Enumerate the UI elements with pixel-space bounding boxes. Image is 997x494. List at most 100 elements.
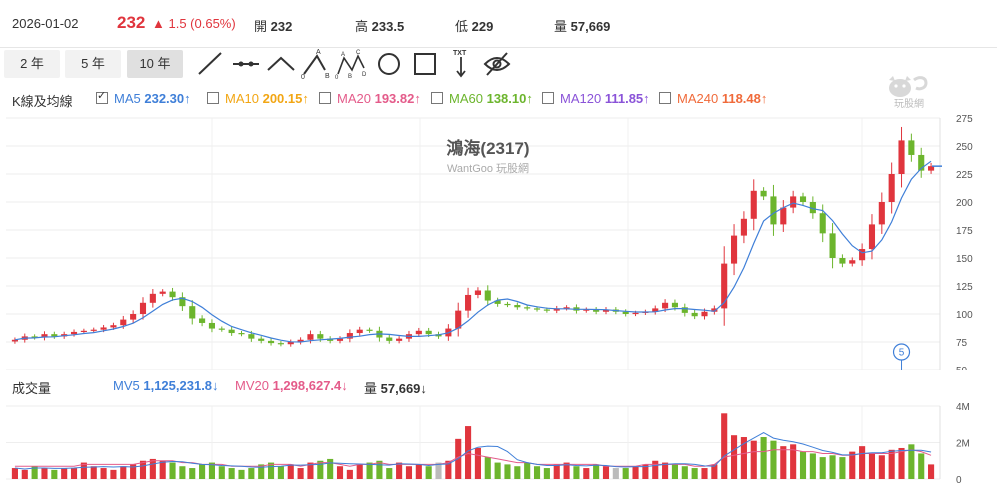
ma240-toggle[interactable]: MA240 118.48↑ — [659, 91, 767, 106]
quote-low: 低 229 — [455, 16, 493, 35]
price-tick-label: 125 — [956, 282, 973, 293]
range-10y-button[interactable]: 10 年 — [127, 50, 183, 78]
volume-bar — [11, 468, 18, 479]
range-5y-button[interactable]: 5 年 — [65, 50, 121, 78]
candle-body — [396, 338, 403, 341]
circle-tool-icon[interactable] — [372, 48, 406, 80]
candle-body — [218, 328, 225, 330]
ma10-checkbox[interactable] — [207, 92, 219, 104]
volume-bar — [652, 460, 659, 479]
price-chart[interactable]: 鴻海(2317) WantGoo 玩股網 50 75 100 125 150 175 200… — [0, 112, 997, 377]
candle-body — [543, 309, 550, 311]
candle-body — [524, 307, 531, 309]
ma20-checkbox[interactable] — [319, 92, 331, 104]
open-value: 232 — [270, 19, 293, 34]
logo-text: 玩股網 — [894, 97, 924, 110]
ma60-checkbox[interactable] — [431, 92, 443, 104]
ma5-checkbox[interactable] — [96, 89, 108, 104]
volume-bar — [750, 440, 757, 479]
volume-bar — [110, 469, 117, 479]
volume-tick-label: 4M — [956, 402, 970, 413]
candle-body — [681, 307, 688, 313]
volume-bar — [267, 462, 275, 479]
low-value: 229 — [471, 19, 494, 34]
volume-bar — [90, 466, 97, 479]
volume-bar — [730, 435, 738, 479]
candle-body — [553, 308, 560, 311]
volume-bar — [51, 469, 58, 479]
volume-bar — [238, 469, 245, 479]
ma10-toggle[interactable]: MA10 200.15↑ — [207, 91, 309, 106]
candle-body — [760, 190, 767, 197]
volume-bar — [859, 446, 866, 479]
candle-body — [918, 154, 925, 171]
svg-text:D: D — [362, 72, 367, 78]
volume-bar — [218, 466, 225, 479]
ma5-toggle[interactable]: MA5 232.30↑ — [96, 89, 191, 106]
candle-body — [425, 330, 432, 335]
ma-legend: K線及均線 MA5 232.30↑ MA10 200.15↑ MA20 193.… — [0, 88, 997, 110]
candle-body — [465, 294, 472, 311]
candle-body — [120, 319, 127, 326]
volume-bar — [494, 462, 501, 479]
candle-body — [622, 311, 629, 314]
range-2y-button[interactable]: 2 年 — [4, 50, 60, 78]
ma120-value: 111.85 — [604, 91, 644, 106]
volume-bar — [287, 464, 294, 479]
volume-bar — [159, 460, 166, 479]
ray-tool-icon[interactable] — [229, 48, 263, 80]
ma20-toggle[interactable]: MA20 193.82↑ — [319, 91, 421, 106]
ma120-checkbox[interactable] — [542, 92, 554, 104]
volume-tick-label: 0 — [956, 475, 962, 486]
chart-title: 鴻海(2317) — [446, 138, 529, 158]
low-label: 低 — [455, 19, 469, 34]
candle-body — [159, 291, 166, 294]
candle-body — [928, 166, 935, 171]
abcd-pattern-icon[interactable]: 0 A B — [299, 48, 333, 81]
candle-body — [130, 314, 137, 320]
candle-body — [41, 334, 48, 338]
candle-body — [267, 340, 275, 344]
candle-body — [514, 305, 521, 308]
ma120-toggle[interactable]: MA120 111.85↑ — [542, 91, 650, 106]
candle-body — [898, 140, 905, 174]
volume-bar — [514, 466, 521, 479]
high-label: 高 — [355, 19, 369, 34]
volume-chart[interactable]: 0 2M 4M — [0, 398, 997, 489]
hide-drawings-icon[interactable] — [480, 48, 514, 80]
candle-body — [258, 338, 265, 341]
candle-body — [849, 260, 856, 264]
volume-bar — [770, 440, 777, 479]
mv5-name: MV5 — [113, 378, 140, 393]
candle-body — [652, 308, 659, 312]
ma60-toggle[interactable]: MA60 138.10↑ — [431, 91, 533, 106]
rect-tool-icon[interactable] — [408, 48, 442, 80]
xabcd-pattern-icon[interactable]: 0 A B C D — [334, 48, 368, 81]
volume-bar — [199, 464, 206, 479]
volume-bar — [878, 455, 885, 479]
candle-body — [504, 303, 511, 306]
ma5-value: 232.30 — [144, 91, 185, 106]
vol-name: 量 — [364, 381, 378, 396]
vol-value: 57,669 — [380, 381, 421, 396]
price-tick-label: 75 — [956, 338, 968, 349]
event-marker[interactable]: 5 — [892, 343, 911, 370]
quote-high: 高 233.5 — [355, 16, 404, 35]
kline-label: K線及均線 — [12, 94, 73, 109]
text-tool-icon[interactable]: TXT — [444, 48, 478, 80]
volume-bar — [70, 468, 78, 479]
price-tick-label: 50 — [956, 366, 968, 370]
price-tick-label: 250 — [956, 142, 973, 153]
volume-bar — [908, 444, 915, 479]
volume-bar — [149, 458, 156, 479]
event-marker-label: 5 — [899, 348, 905, 359]
svg-text:B: B — [348, 74, 352, 80]
ma20-arrow: ↑ — [414, 91, 421, 106]
wedge-tool-icon[interactable] — [264, 48, 298, 80]
ma240-checkbox[interactable] — [659, 92, 671, 104]
volume-bar — [474, 447, 481, 479]
line-tool-icon[interactable] — [193, 48, 227, 80]
volume-bar — [336, 466, 344, 479]
volume-label: 量 — [554, 19, 568, 34]
price-chart-svg: 鴻海(2317) WantGoo 玩股網 50 75 100 125 150 175 200… — [6, 114, 973, 377]
